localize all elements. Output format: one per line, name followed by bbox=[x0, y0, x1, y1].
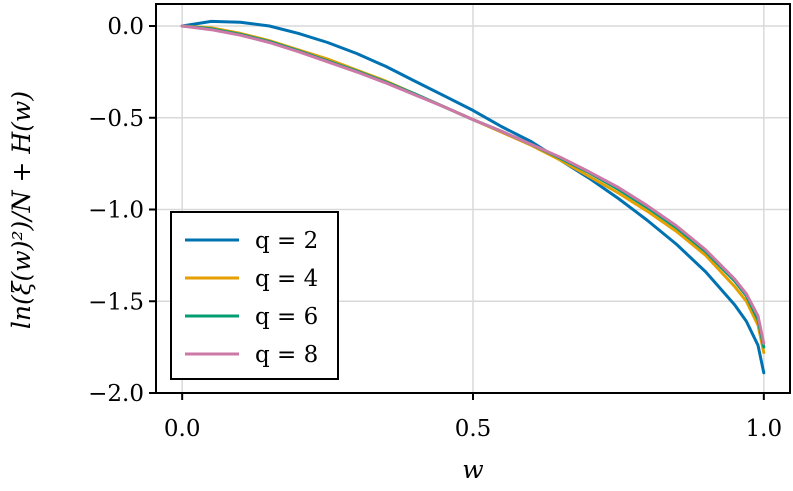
series-line bbox=[180, 24, 766, 345]
y-tick-label: −1.0 bbox=[88, 198, 144, 224]
x-tick-label: 0.5 bbox=[455, 416, 492, 442]
axis-ticks: 0.0 0.5 1.0 0.0 −0.5 −1.0 −1.5 −2.0 bbox=[88, 14, 782, 442]
series-line bbox=[180, 19, 766, 375]
legend-label: q = 4 bbox=[255, 266, 318, 292]
legend-label: q = 2 bbox=[255, 228, 318, 254]
x-tick-label: 0.0 bbox=[164, 416, 201, 442]
y-tick-label: 0.0 bbox=[107, 14, 144, 40]
x-tick-label: 1.0 bbox=[746, 416, 783, 442]
y-tick-label: −2.0 bbox=[88, 381, 144, 407]
legend: q = 2 q = 4 q = 6 q = 8 bbox=[170, 211, 339, 380]
y-tick-label: −1.5 bbox=[88, 289, 144, 315]
y-tick-label: −0.5 bbox=[88, 106, 144, 132]
legend-label: q = 6 bbox=[255, 304, 318, 330]
legend-label: q = 8 bbox=[255, 342, 318, 368]
y-axis-label: ln(ξ(w)²)/N + H(w) bbox=[7, 91, 36, 329]
x-axis-label: w bbox=[462, 455, 483, 484]
series-lines bbox=[180, 19, 766, 375]
